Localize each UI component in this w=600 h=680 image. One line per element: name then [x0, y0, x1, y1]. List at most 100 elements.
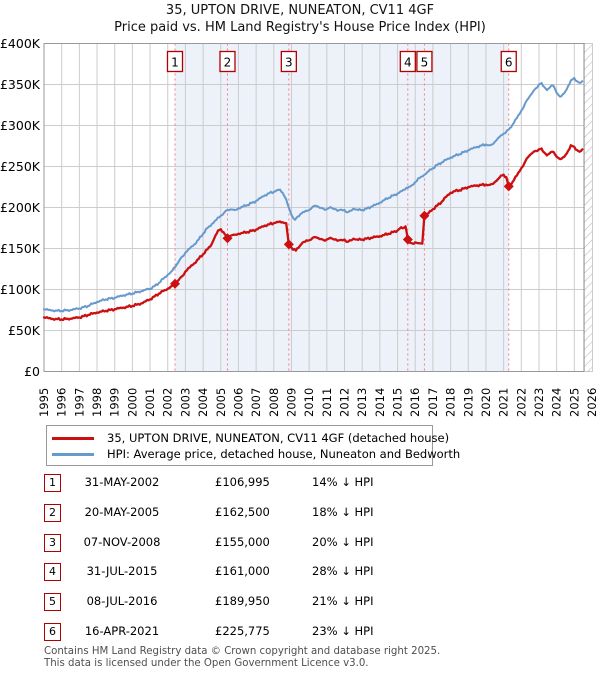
- x-axis-label: 2025: [567, 388, 581, 417]
- x-axis-label: 1995: [37, 388, 51, 417]
- x-axis-label: 1998: [90, 388, 104, 417]
- license-line-1: Contains HM Land Registry data © Crown c…: [44, 646, 441, 657]
- y-axis-label: £0: [24, 364, 40, 379]
- transaction-hpi-delta: 18% ↓ HPI: [312, 504, 374, 519]
- transaction-hpi-delta: 21% ↓ HPI: [312, 594, 374, 609]
- license-line-2: This data is licensed under the Open Gov…: [44, 657, 369, 669]
- y-axis-label: £50K: [8, 323, 41, 338]
- x-axis-label: 2012: [338, 388, 352, 417]
- x-axis-label: 2017: [426, 388, 440, 417]
- y-axis-label: £250K: [0, 159, 41, 174]
- page-subtitle: Price paid vs. HM Land Registry's House …: [114, 20, 486, 35]
- transaction-date: 31-MAY-2002: [84, 475, 160, 489]
- event-badge-number: 4: [404, 56, 412, 70]
- transaction-badge: 6: [44, 622, 61, 641]
- x-axis-label: 2023: [532, 388, 546, 417]
- x-axis-label: 1996: [55, 388, 69, 417]
- y-axis-label: £350K: [0, 77, 41, 92]
- x-axis-label: 2022: [514, 388, 528, 417]
- x-axis-label: 2006: [231, 388, 245, 417]
- sale-marker: [503, 181, 514, 192]
- y-axis-label: £200K: [0, 200, 41, 215]
- sale-marker: [419, 210, 430, 221]
- transaction-date: 07-NOV-2008: [83, 534, 161, 549]
- transactions-table: 1 31-MAY-2002 £106,995 14% ↓ HPI 2 20-MAY-200…: [44, 472, 584, 651]
- chart-legend: 35, UPTON DRIVE, NUNEATON, CV11 4GF (det…: [46, 425, 460, 466]
- x-axis-label: 2020: [479, 388, 493, 417]
- transaction-badge: 5: [44, 593, 61, 612]
- x-axis-label: 2013: [355, 388, 369, 417]
- x-axis-label: 2008: [267, 388, 281, 417]
- event-badge-box: [280, 50, 297, 73]
- transaction-row: 1 31-MAY-2002 £106,995 14% ↓ HPI: [44, 472, 584, 502]
- transaction-price: £162,500: [215, 504, 270, 519]
- sale-marker: [169, 278, 180, 289]
- x-axis-label: 2000: [125, 388, 139, 417]
- legend-label: 35, UPTON DRIVE, NUNEATON, CV11 4GF (det…: [107, 431, 450, 445]
- x-axis-label: 2007: [249, 388, 263, 417]
- event-badge-number: 1: [171, 56, 179, 70]
- sale-marker: [283, 239, 294, 250]
- x-axis-label: 1997: [72, 388, 86, 417]
- y-axis-label: £400K: [0, 36, 41, 51]
- sale-marker: [222, 233, 233, 244]
- y-axis-label: £300K: [0, 118, 41, 133]
- license-footer: Contains HM Land Registry data © Crown c…: [44, 646, 584, 669]
- event-badge-number: 3: [285, 56, 293, 70]
- x-axis-label: 2003: [178, 388, 192, 417]
- event-badge-box: [416, 50, 433, 73]
- transaction-price: £225,775: [215, 623, 270, 638]
- transaction-price: £106,995: [215, 475, 270, 489]
- transaction-hpi-delta: 28% ↓ HPI: [312, 564, 374, 579]
- transaction-badge: 1: [44, 474, 61, 492]
- transaction-row: 3 07-NOV-2008 £155,000 20% ↓ HPI: [44, 532, 584, 562]
- x-axis-label: 2015: [391, 388, 405, 417]
- transaction-price: £189,950: [215, 594, 270, 609]
- transaction-badge: 3: [44, 533, 61, 552]
- x-axis-label: 2026: [585, 388, 599, 417]
- x-axis-label: 2010: [302, 388, 316, 417]
- x-axis-label: 2018: [444, 388, 458, 417]
- event-badge-box: [399, 50, 416, 73]
- legend-label: HPI: Average price, detached house, Nune…: [107, 447, 461, 461]
- x-axis-label: 2021: [497, 388, 511, 417]
- event-badge-box: [500, 50, 517, 73]
- x-axis-label: 2011: [320, 388, 334, 417]
- transaction-row: 2 20-MAY-2005 £162,500 18% ↓ HPI: [44, 502, 584, 532]
- transaction-hpi-delta: 14% ↓ HPI: [312, 475, 374, 489]
- legend-item: 35, UPTON DRIVE, NUNEATON, CV11 4GF (det…: [47, 430, 449, 446]
- event-badge-number: 6: [505, 56, 513, 70]
- y-axis-label: £100K: [0, 282, 41, 297]
- event-badge-box: [219, 50, 236, 73]
- x-axis-label: 2016: [408, 388, 422, 417]
- transaction-badge: 4: [44, 563, 61, 582]
- transaction-price: £155,000: [215, 534, 270, 549]
- x-axis-label: 2005: [214, 388, 228, 417]
- price-paid-line: [42, 144, 584, 322]
- transaction-price: £161,000: [215, 564, 270, 579]
- hpi-line-swatch: [52, 452, 94, 456]
- transaction-badge: 2: [44, 503, 61, 522]
- x-axis-label: 2009: [284, 388, 298, 417]
- transaction-row: 5 08-JUL-2016 £189,950 21% ↓ HPI: [44, 591, 584, 621]
- price-paid-line-swatch: [52, 436, 94, 440]
- future-hatch-region: [584, 43, 592, 372]
- x-axis-label: 2014: [373, 388, 387, 417]
- y-axis-label: £150K: [0, 241, 41, 256]
- hpi-line: [43, 76, 584, 313]
- transaction-hpi-delta: 23% ↓ HPI: [312, 623, 374, 638]
- x-axis-label: 2024: [550, 388, 564, 417]
- transaction-date: 31-JUL-2015: [86, 564, 158, 579]
- x-axis-label: 1999: [108, 388, 122, 417]
- event-badge-number: 5: [421, 56, 429, 70]
- page-title: 35, UPTON DRIVE, NUNEATON, CV11 4GF: [165, 3, 435, 18]
- x-axis-label: 2019: [461, 388, 475, 417]
- event-badge-box: [166, 50, 184, 73]
- transaction-date: 20-MAY-2005: [84, 504, 160, 519]
- x-axis-label: 2004: [196, 388, 210, 417]
- transaction-date: 16-APR-2021: [84, 623, 160, 638]
- x-axis-label: 2001: [143, 388, 157, 417]
- transaction-row: 4 31-JUL-2015 £161,000 28% ↓ HPI: [44, 561, 584, 591]
- event-badge-number: 2: [224, 56, 232, 70]
- x-axis-label: 2002: [161, 388, 175, 417]
